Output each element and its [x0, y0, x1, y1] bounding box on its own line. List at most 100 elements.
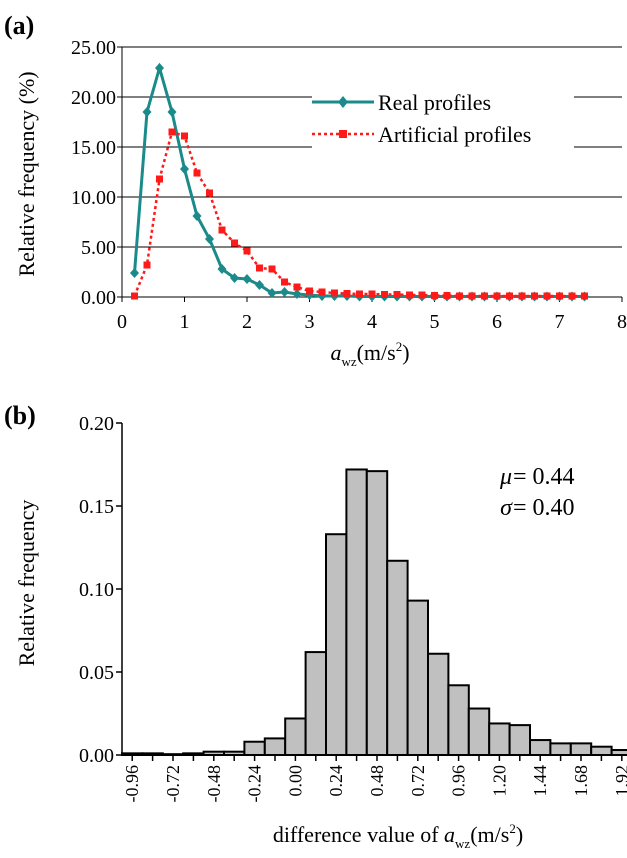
y-tick-label: 0.05 [79, 662, 114, 684]
data-point-artificial [268, 265, 276, 273]
x-tick-label: 1.20 [489, 765, 509, 797]
x-title-sup: 2 [509, 821, 516, 836]
panel-a-x-tick-labels: 0 1 2 3 4 5 6 7 8 [117, 311, 627, 333]
panel-b-x-axis-title: difference value of awz(m/s2) [273, 821, 523, 851]
x-tick-label: 0.00 [285, 765, 305, 797]
data-point-real [230, 273, 239, 283]
data-point-artificial [368, 290, 376, 298]
legend-label-artificial: Artificial profiles [378, 122, 531, 147]
x-tick-label: 3 [305, 311, 315, 333]
histogram-bar [569, 742, 593, 757]
data-point-artificial [481, 292, 488, 300]
y-tick-label: 25.00 [71, 37, 116, 59]
data-point-artificial [418, 291, 426, 299]
legend-marker-artificial [339, 130, 347, 138]
histogram-bar [243, 740, 266, 756]
data-point-artificial [456, 292, 463, 300]
y-tick-label: 10.00 [71, 187, 116, 209]
x-title-text: difference value of [273, 822, 444, 847]
data-point-artificial [543, 292, 551, 300]
data-point-artificial [318, 288, 326, 296]
data-point-artificial [468, 292, 476, 300]
legend-marker-real [338, 96, 348, 108]
data-point-artificial [281, 278, 288, 286]
y-tick-label: 0.10 [79, 579, 114, 601]
y-tick-label: 20.00 [71, 87, 116, 109]
panel-a-x-axis-title: awz(m/s2) [330, 339, 409, 369]
x-tick-label: 5 [430, 311, 440, 333]
data-point-real [180, 164, 189, 174]
x-title-sub: wz [455, 836, 470, 851]
histogram-bar [345, 468, 368, 756]
x-tick-label: -0.72 [163, 765, 183, 803]
x-title-var: a [444, 822, 455, 847]
data-point-real [130, 268, 139, 278]
data-point-artificial [206, 189, 213, 197]
panel-b-x-tick-labels: -0.96 -0.72 -0.48 -0.24 0.00 0.24 0.48 0.72 0.96… [122, 765, 627, 803]
data-point-artificial [406, 291, 413, 299]
data-point-artificial [393, 291, 401, 298]
data-point-artificial [518, 292, 526, 300]
data-point-artificial [131, 292, 138, 300]
data-point-artificial [168, 128, 176, 136]
data-point-artificial [293, 283, 301, 291]
data-point-artificial [243, 247, 251, 255]
data-point-artificial [331, 289, 338, 297]
data-point-real [142, 107, 152, 117]
x-tick-label: -0.24 [245, 765, 265, 803]
data-point-artificial [506, 292, 513, 300]
panel-b-histogram: (b) 0.00 0.05 0.10 0.15 0.20 -0.96 -0.72 -0.48… [4, 401, 627, 851]
data-point-artificial [568, 292, 576, 300]
data-point-real [255, 280, 264, 290]
legend-label-real: Real profiles [378, 90, 491, 115]
x-tick-label: 8 [617, 311, 627, 333]
x-title-end: ) [516, 822, 523, 847]
data-point-real [155, 63, 164, 73]
x-tick-label: 0 [117, 311, 127, 333]
y-tick-label: 5.00 [81, 237, 116, 259]
x-title-sup: 2 [396, 339, 403, 354]
data-point-artificial [156, 175, 163, 183]
panel-a-series [130, 62, 589, 302]
x-title-end: ) [402, 340, 409, 365]
data-point-real [205, 234, 214, 244]
x-tick-label: -0.48 [204, 765, 224, 803]
panel-a-y-tick-labels: 0.00 5.00 10.00 15.00 20.00 25.00 [71, 37, 116, 309]
histogram-bar [427, 652, 450, 756]
stat-mu-value: = 0.44 [513, 464, 575, 490]
x-title-sub: wz [341, 354, 356, 369]
histogram-bar [590, 745, 613, 757]
y-tick-label: 15.00 [71, 137, 116, 159]
x-tick-label: -0.96 [122, 765, 142, 803]
panel-a-label: (a) [4, 11, 34, 40]
data-point-real [192, 211, 202, 221]
x-title-var: a [330, 340, 341, 365]
data-point-artificial [581, 292, 588, 300]
histogram-bar [488, 722, 511, 757]
data-point-artificial [431, 292, 438, 299]
data-point-artificial [356, 290, 363, 298]
data-point-artificial [256, 264, 263, 272]
x-tick-label: 0.96 [449, 765, 469, 797]
data-point-real [167, 107, 177, 117]
legend-background [312, 84, 574, 164]
panel-b-y-tick-labels: 0.00 0.05 0.10 0.15 0.20 [79, 413, 114, 767]
x-tick-label: 0.72 [408, 765, 428, 797]
data-point-real [292, 289, 302, 299]
y-tick-label: 0.15 [79, 496, 114, 518]
histogram-bar [304, 651, 328, 757]
panel-a-y-axis-title: Relative frequency (%) [14, 71, 39, 276]
data-point-artificial [493, 292, 501, 300]
data-point-artificial [306, 287, 313, 295]
panel-b-y-axis-title: Relative frequency [14, 500, 39, 667]
histogram-bar [467, 707, 491, 757]
data-point-artificial [231, 239, 238, 247]
stat-sigma-value: = 0.40 [513, 495, 575, 521]
x-title-unit: (m/s [357, 340, 396, 365]
x-tick-label: 1.68 [571, 765, 591, 797]
panel-a-line-chart: (a) 0.00 5.00 10.00 15.00 20.00 25.00 0 1 2 3 4 5 6… [4, 11, 627, 369]
panel-b-axes [116, 422, 627, 761]
x-tick-label: 0.24 [326, 765, 346, 797]
x-tick-label: 1.44 [530, 765, 550, 797]
